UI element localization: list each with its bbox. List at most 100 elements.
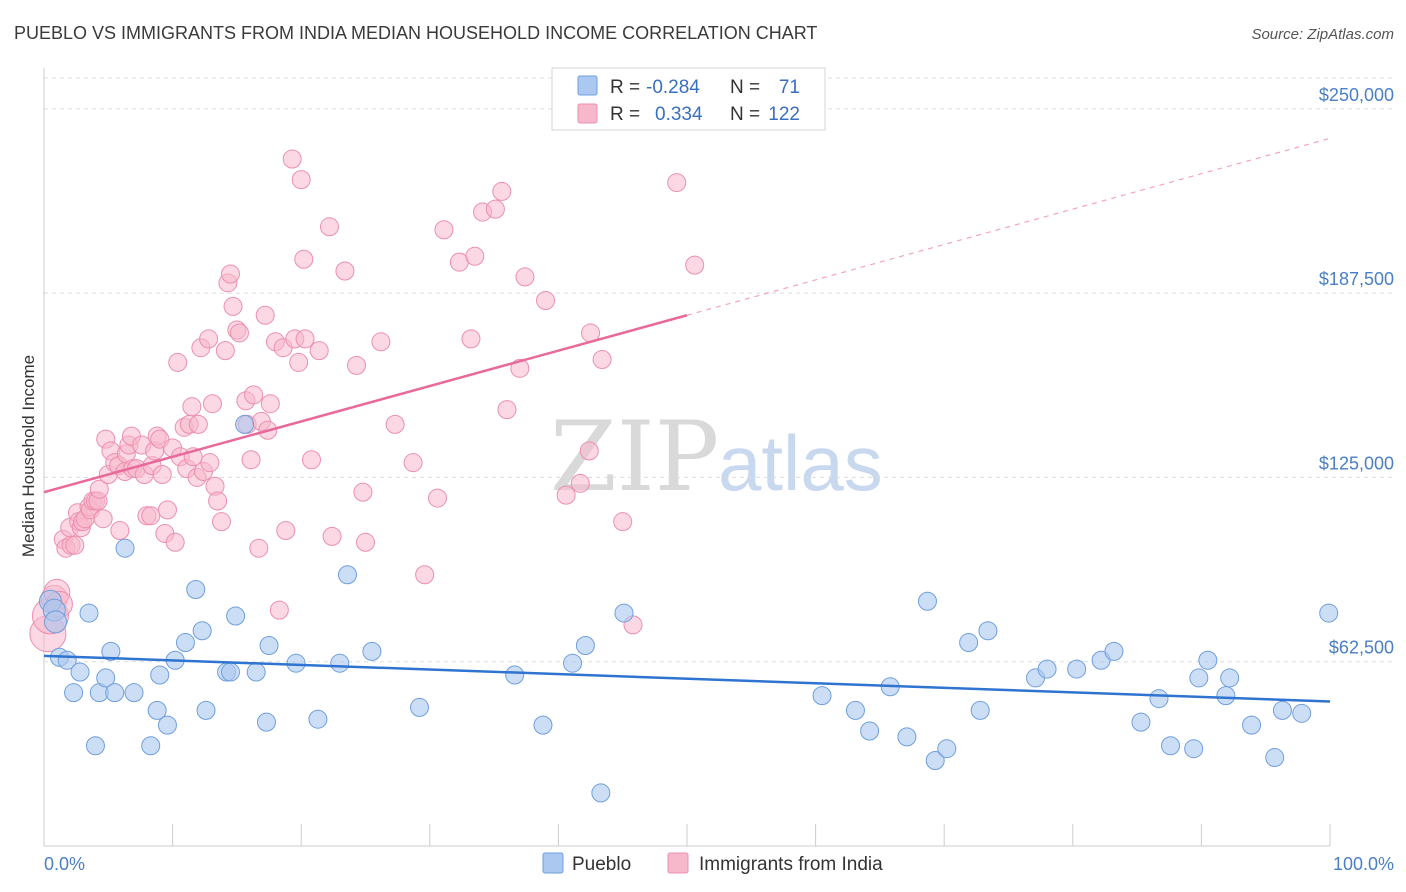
india-point [260,394,280,414]
chart-title: PUEBLO VS IMMIGRANTS FROM INDIA MEDIAN H… [14,23,817,43]
pueblo-point [1037,659,1057,679]
india-point [157,500,177,520]
india-point [294,249,314,269]
pueblo-point [970,700,990,720]
pueblo-point [70,662,90,682]
india-point [371,332,391,352]
pueblo-point [192,621,212,641]
y-tick-label: $125,000 [1319,453,1394,473]
india-point [295,329,315,349]
stats-n-value-india: 122 [768,104,800,125]
india-point [465,246,485,266]
gridlines [44,77,1394,663]
pueblo-point [256,712,276,732]
pueblo-point [105,683,125,703]
pueblo-point [246,662,266,682]
pueblo-point [925,750,945,770]
india-point [403,453,423,473]
stats-n-label-pueblo: N = [730,77,760,98]
legend: Pueblo Immigrants from India [542,852,883,875]
pueblo-point [141,736,161,756]
india-point [249,538,269,558]
india-point [165,532,185,552]
pueblo-point [1189,668,1209,688]
pueblo-point [1067,659,1087,679]
india-point [269,600,289,620]
x-tick-label-min: 0.0% [44,854,85,874]
trend-lines [43,137,1331,703]
india-point [570,473,590,493]
india-point [510,358,530,378]
india-point [592,349,612,369]
watermark-zip: ZIP [550,401,719,513]
india-point [289,352,309,372]
india-point [200,453,220,473]
pueblo-point [845,700,865,720]
pueblo-point [533,715,553,735]
pueblo-point [186,579,206,599]
india-point [322,526,342,546]
india-point [291,170,311,190]
pueblo-point [85,736,105,756]
india-point [335,261,355,281]
india-point [685,255,705,275]
y-tick-label: $187,500 [1319,269,1394,289]
legend-swatch-pueblo [542,852,564,874]
india-point [536,291,556,311]
india-point [353,482,373,502]
pueblo-point [150,665,170,685]
pueblo-point [1265,748,1285,768]
india-point [244,385,264,405]
india-point [188,414,208,434]
india-point [613,512,633,532]
pueblo-point [1242,715,1262,735]
pueblo-point [1292,703,1312,723]
india-point [152,464,172,484]
pueblo-point [860,721,880,741]
legend-label-india: Immigrants from India [699,854,883,875]
india-point [241,450,261,470]
stats-r-value-india: 0.334 [655,104,703,125]
india-point [215,341,235,361]
india-point [89,479,109,499]
india-point [319,217,339,237]
pueblo-point [220,662,240,682]
x-tick-label-max: 100.0% [1333,854,1394,874]
india-point [385,414,405,434]
pueblo-point [330,653,350,673]
pueblo-point [563,653,583,673]
y-tick-labels: $62,500 $125,000 $187,500 $250,000 [1319,85,1394,658]
pueblo-point [575,635,595,655]
pueblo-point [64,683,84,703]
india-point [309,341,329,361]
pueblo-point [1161,736,1181,756]
india-point [229,323,249,343]
india-point [301,450,321,470]
pueblo-point [959,633,979,653]
pueblo-point [286,653,306,673]
india-point [497,400,517,420]
pueblo-point [196,700,216,720]
pueblo-points [38,414,1339,803]
india-point [356,532,375,552]
pueblo-point [147,700,167,720]
india-point [182,397,202,417]
pueblo-point [1184,739,1204,759]
india-point [141,506,161,526]
pueblo-point [79,603,99,623]
legend-label-pueblo: Pueblo [572,854,631,875]
pueblo-point [157,715,177,735]
chart-source: Source: ZipAtlas.com [1251,26,1394,43]
pueblo-point [124,683,144,703]
india-point [434,220,454,240]
legend-swatch-india [667,852,689,874]
pueblo-point [1272,700,1292,720]
pueblo-point [1149,689,1169,709]
india-point [220,264,240,284]
pueblo-point [1104,641,1124,661]
pueblo-point [897,727,917,747]
pueblo-point [1220,668,1240,688]
stats-n-value-pueblo: 71 [779,77,800,98]
pueblo-point [308,709,328,729]
